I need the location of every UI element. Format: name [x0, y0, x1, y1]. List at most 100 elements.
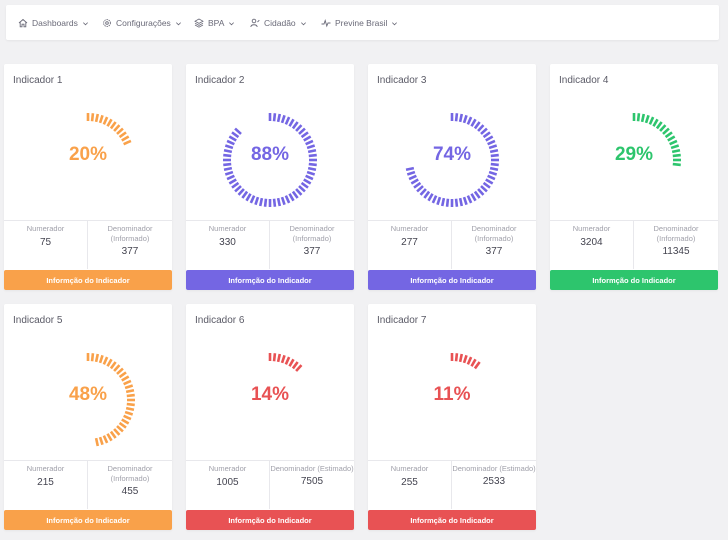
- gauge-tick: [458, 113, 464, 123]
- numerator-value: 330: [219, 237, 236, 248]
- card-title: Indicador 3: [377, 75, 427, 86]
- divider: [451, 461, 452, 509]
- numerator-block: Numerador 277: [368, 224, 451, 250]
- top-navbar: Dashboards Configurações BPA Cidadão Pre…: [6, 5, 719, 40]
- chevron-down-icon: [300, 21, 306, 25]
- gauge-tick: [298, 185, 306, 193]
- gauge-tick: [307, 166, 317, 172]
- indicator-info-button[interactable]: Informção do Indicador: [368, 270, 536, 290]
- indicator-info-button[interactable]: Informção do Indicador: [368, 510, 536, 530]
- gauge-tick: [288, 193, 295, 202]
- gauge-tick: [102, 116, 109, 125]
- denominator-value: 377: [303, 246, 321, 257]
- denominator-block: Denominador (Estimado) 7505: [270, 464, 354, 489]
- nav-configuracoes[interactable]: Configurações: [102, 16, 182, 30]
- card-title: Indicador 7: [377, 315, 427, 326]
- nav-bpa[interactable]: BPA: [194, 16, 235, 30]
- gauge-tick: [672, 162, 681, 167]
- gauge-tick: [305, 174, 314, 181]
- indicator-card-6: Indicador 6 14% Numerador 1005 Denominad…: [186, 304, 354, 530]
- gauge-tick: [307, 148, 317, 154]
- percent-value: 14%: [250, 384, 290, 405]
- gauge-tick: [258, 197, 264, 207]
- gauge-tick: [223, 148, 233, 154]
- gauge-tick: [458, 197, 464, 207]
- gauge-tick: [113, 364, 121, 372]
- gauge-tick: [98, 114, 104, 124]
- gauge-tick: [308, 162, 317, 167]
- gauge-tick: [123, 139, 132, 146]
- denominator-block: Denominador (Informado) 11345: [634, 224, 718, 259]
- indicator-info-button[interactable]: Informção do Indicador: [4, 270, 172, 290]
- gauge-tick: [102, 356, 109, 365]
- gauge-tick: [466, 195, 473, 204]
- gauge-tick: [427, 193, 434, 202]
- gauge-tick: [648, 116, 655, 125]
- chevron-down-icon: [175, 21, 181, 25]
- gauge-tick: [470, 358, 477, 367]
- divider: [451, 221, 452, 269]
- gauge-tick: [276, 197, 282, 207]
- divider: [87, 461, 88, 509]
- indicator-card-1: Indicador 1 20% Numerador 75 Denominador…: [4, 64, 172, 290]
- gauge-tick: [431, 195, 438, 204]
- gauge-tick: [488, 170, 498, 176]
- denominator-value: 377: [121, 246, 139, 257]
- numerator-block: Numerador 1005: [186, 464, 269, 490]
- gauge-tick: [482, 181, 491, 189]
- user-icon: [250, 18, 260, 28]
- gauge-tick: [90, 113, 95, 122]
- gauge-tick: [454, 353, 459, 362]
- gauge-tick: [276, 353, 282, 363]
- gauge-tick: [487, 139, 496, 146]
- percent-value: 74%: [432, 144, 472, 165]
- card-title: Indicador 2: [195, 75, 245, 86]
- indicator-info-button[interactable]: Informção do Indicador: [186, 510, 354, 530]
- denominator-block: Denominador (Informado) 377: [270, 224, 354, 259]
- gauge-tick: [485, 135, 494, 142]
- card-title: Indicador 4: [559, 75, 609, 86]
- gauge-tick: [109, 121, 117, 130]
- gauge-ring: [632, 113, 681, 167]
- numerator-block: Numerador 255: [368, 464, 451, 490]
- gauge-tick: [440, 197, 446, 207]
- gauge-tick: [410, 178, 419, 185]
- gauge-tick: [234, 127, 242, 135]
- denominator-value: 7505: [300, 476, 324, 487]
- gauge-tick: [423, 190, 431, 199]
- gauge-tick: [664, 131, 673, 139]
- nav-cidadao[interactable]: Cidadão: [250, 16, 307, 30]
- nav-dashboards[interactable]: Dashboards: [18, 16, 89, 30]
- gauge-tick: [118, 131, 127, 139]
- nav-previne-brasil[interactable]: Previne Brasil: [321, 16, 398, 30]
- gauge-tick: [303, 178, 312, 185]
- gauge-tick: [298, 127, 306, 135]
- indicator-info-button[interactable]: Informção do Indicador: [4, 510, 172, 530]
- numerator-label: Numerador: [26, 224, 65, 233]
- gauge-tick: [662, 127, 670, 135]
- gauge-tick: [121, 418, 130, 425]
- gauge-tick: [490, 162, 499, 167]
- gauge-tick: [272, 353, 277, 362]
- gauge-tick: [473, 121, 481, 130]
- gauge-tick: [231, 181, 240, 189]
- denominator-label: Denominador (Informado): [653, 224, 699, 243]
- gauge-tick: [231, 131, 240, 139]
- indicator-info-button[interactable]: Informção do Indicador: [550, 270, 718, 290]
- chevron-down-icon: [392, 21, 398, 25]
- gauge-ring: [450, 353, 481, 370]
- chevron-down-icon: [82, 21, 88, 25]
- gauge-tick: [413, 181, 422, 189]
- numerator-value: 255: [401, 477, 418, 488]
- gauge-tick: [462, 196, 468, 206]
- gauge-tick: [462, 354, 468, 364]
- gauge-tick: [123, 379, 132, 386]
- gauge-tick: [454, 198, 459, 207]
- gauge-tick: [249, 195, 256, 204]
- gauge-tick: [94, 113, 100, 123]
- indicator-info-button[interactable]: Informção do Indicador: [186, 270, 354, 290]
- gauge-tick: [652, 118, 659, 127]
- divider: [186, 460, 354, 461]
- gauge-tick: [121, 135, 130, 142]
- gauge-tick: [670, 144, 680, 150]
